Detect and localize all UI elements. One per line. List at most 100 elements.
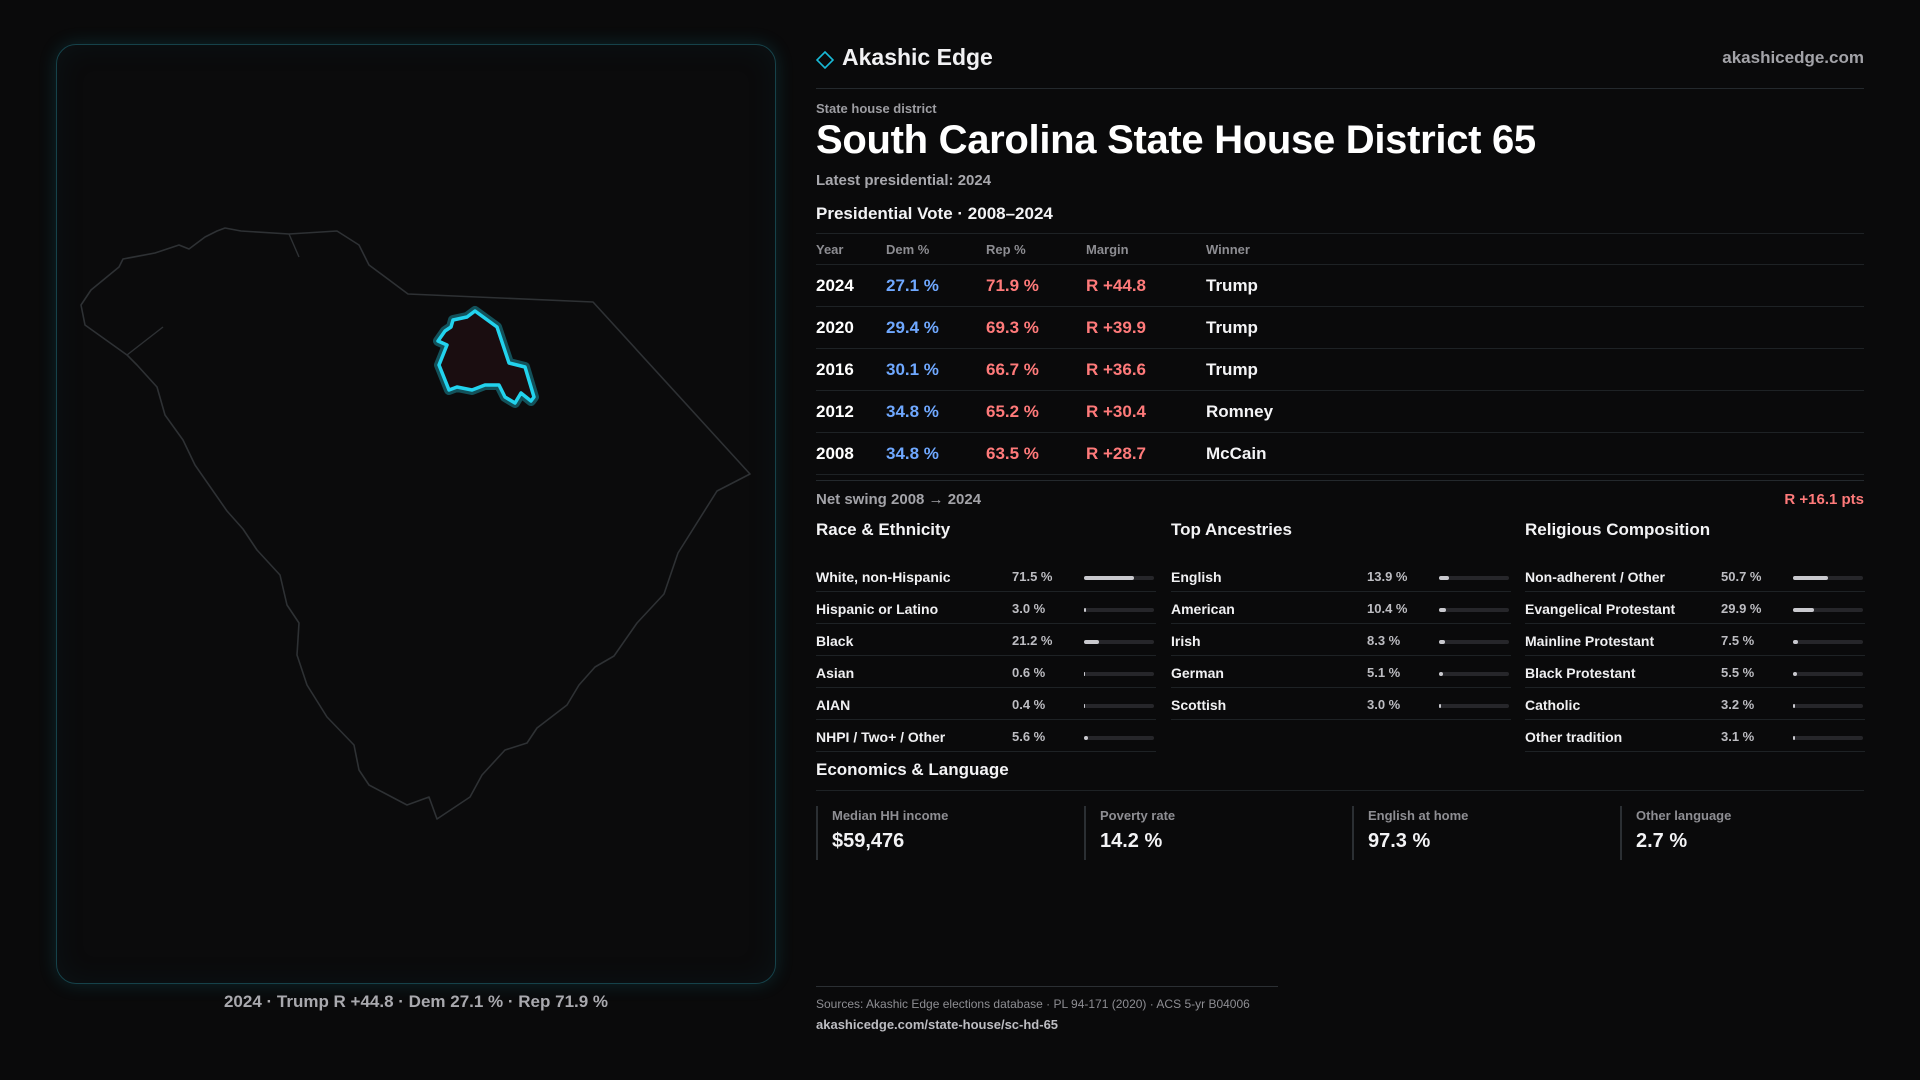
bar-track bbox=[1793, 736, 1863, 740]
bar-track bbox=[1084, 672, 1154, 676]
list-item: Mainline Protestant 7.5 % bbox=[1525, 624, 1865, 656]
bar-fill bbox=[1439, 704, 1442, 708]
list-item: Other tradition 3.1 % bbox=[1525, 720, 1865, 752]
ancestries-section: Top Ancestries English 13.9 % American 1… bbox=[1171, 520, 1511, 720]
dem-cell: 34.8 % bbox=[886, 390, 986, 433]
bar-fill bbox=[1793, 736, 1796, 740]
table-row: 2008 34.8 % 63.5 % R +28.7 McCain bbox=[816, 432, 1864, 475]
item-value: 29.9 % bbox=[1721, 601, 1762, 616]
bar-track bbox=[1439, 704, 1509, 708]
item-label: Scottish bbox=[1171, 697, 1227, 713]
item-label: Asian bbox=[816, 665, 855, 681]
list-item: Catholic 3.2 % bbox=[1525, 688, 1865, 720]
item-label: Other tradition bbox=[1525, 729, 1623, 745]
list-item: German 5.1 % bbox=[1171, 656, 1511, 688]
item-value: 71.5 % bbox=[1012, 569, 1053, 584]
list-item: Black Protestant 5.5 % bbox=[1525, 656, 1865, 688]
bar-fill bbox=[1084, 640, 1099, 644]
list-item: American 10.4 % bbox=[1171, 592, 1511, 624]
source-url-link[interactable]: akashicedge.com/state-house/sc-hd-65 bbox=[816, 1017, 1059, 1032]
bar-fill bbox=[1439, 576, 1449, 580]
bar-track bbox=[1084, 576, 1154, 580]
column-header-winner: Winner bbox=[1206, 233, 1864, 265]
item-label: Black bbox=[816, 633, 854, 649]
bar-track bbox=[1084, 736, 1154, 740]
bar-track bbox=[1084, 640, 1154, 644]
stat-value: $59,476 bbox=[832, 830, 905, 852]
state-outline bbox=[80, 227, 751, 820]
column-header-margin: Margin bbox=[1086, 233, 1206, 265]
stat-label: Median HH income bbox=[832, 808, 949, 823]
state-inner-line-2 bbox=[126, 326, 164, 356]
list-item: Irish 8.3 % bbox=[1171, 624, 1511, 656]
list-item: AIAN 0.4 % bbox=[816, 688, 1156, 720]
item-label: Evangelical Protestant bbox=[1525, 601, 1676, 617]
item-value: 0.6 % bbox=[1012, 665, 1046, 680]
margin-cell: R +39.9 bbox=[1086, 306, 1206, 349]
item-value: 0.4 % bbox=[1012, 697, 1046, 712]
table-row: 2012 34.8 % 65.2 % R +30.4 Romney bbox=[816, 390, 1864, 433]
bar-track bbox=[1793, 576, 1863, 580]
presidential-vote-heading: Presidential Vote · 2008–2024 bbox=[816, 204, 1053, 223]
bar-track bbox=[1439, 608, 1509, 612]
margin-cell: R +44.8 bbox=[1086, 264, 1206, 307]
bar-track bbox=[1439, 576, 1509, 580]
winner-cell: Romney bbox=[1206, 390, 1864, 433]
stat-value: 2.7 % bbox=[1636, 830, 1688, 852]
map-caption: 2024 · Trump R +44.8 · Dem 27.1 % · Rep … bbox=[223, 992, 609, 1011]
item-label: Non-adherent / Other bbox=[1525, 569, 1666, 585]
brand-name[interactable]: Akashic Edge bbox=[842, 44, 993, 70]
item-value: 5.6 % bbox=[1012, 729, 1046, 744]
item-label: Catholic bbox=[1525, 697, 1581, 713]
item-value: 13.9 % bbox=[1367, 569, 1408, 584]
table-row: 2020 29.4 % 69.3 % R +39.9 Trump bbox=[816, 306, 1864, 349]
details-panel: Akashic Edge akashicedge.com State house… bbox=[816, 0, 1865, 1080]
rep-cell: 69.3 % bbox=[986, 306, 1086, 349]
item-value: 5.5 % bbox=[1721, 665, 1755, 680]
item-value: 3.0 % bbox=[1367, 697, 1401, 712]
bar-fill bbox=[1793, 608, 1814, 612]
religion-section: Religious Composition Non-adherent / Oth… bbox=[1525, 520, 1865, 752]
bar-fill bbox=[1439, 608, 1447, 612]
rep-cell: 65.2 % bbox=[986, 390, 1086, 433]
list-item: English 13.9 % bbox=[1171, 560, 1511, 592]
item-label: Hispanic or Latino bbox=[816, 601, 939, 617]
item-label: German bbox=[1171, 665, 1224, 681]
margin-cell: R +28.7 bbox=[1086, 432, 1206, 475]
bar-fill bbox=[1439, 640, 1445, 644]
bar-track bbox=[1793, 640, 1863, 644]
bar-fill bbox=[1793, 640, 1799, 644]
brand-header: Akashic Edge akashicedge.com bbox=[816, 42, 1864, 89]
table-row: 2024 27.1 % 71.9 % R +44.8 Trump bbox=[816, 264, 1864, 307]
stat-card-income: Median HH income $59,476 bbox=[816, 806, 1068, 860]
bar-fill bbox=[1793, 576, 1829, 580]
page-title: South Carolina State House District 65 bbox=[816, 118, 1536, 162]
race-ethnicity-section: Race & Ethnicity White, non-Hispanic 71.… bbox=[816, 520, 1156, 752]
margin-cell: R +36.6 bbox=[1086, 348, 1206, 391]
map-panel[interactable] bbox=[56, 44, 776, 984]
winner-cell: Trump bbox=[1206, 306, 1864, 349]
bar-fill bbox=[1084, 576, 1135, 580]
brand-url-link[interactable]: akashicedge.com bbox=[1722, 48, 1864, 67]
item-label: White, non-Hispanic bbox=[816, 569, 951, 585]
item-label: Black Protestant bbox=[1525, 665, 1636, 681]
list-item: NHPI / Two+ / Other 5.6 % bbox=[816, 720, 1156, 752]
winner-cell: McCain bbox=[1206, 432, 1864, 475]
bar-fill bbox=[1439, 672, 1443, 676]
stat-card-poverty: Poverty rate 14.2 % bbox=[1084, 806, 1336, 860]
section-title: Top Ancestries bbox=[1171, 520, 1292, 539]
district-highlight[interactable] bbox=[436, 309, 536, 405]
bar-track bbox=[1084, 608, 1154, 612]
section-title: Religious Composition bbox=[1525, 520, 1711, 539]
year-cell: 2016 bbox=[816, 348, 886, 391]
dem-cell: 29.4 % bbox=[886, 306, 986, 349]
item-value: 3.1 % bbox=[1721, 729, 1755, 744]
net-swing-row: Net swing 2008 → 2024 R +16.1 pts bbox=[816, 480, 1864, 511]
margin-cell: R +30.4 bbox=[1086, 390, 1206, 433]
year-cell: 2008 bbox=[816, 432, 886, 475]
bar-track bbox=[1439, 672, 1509, 676]
rep-cell: 66.7 % bbox=[986, 348, 1086, 391]
rep-cell: 63.5 % bbox=[986, 432, 1086, 475]
year-cell: 2024 bbox=[816, 264, 886, 307]
bar-fill bbox=[1084, 672, 1086, 676]
